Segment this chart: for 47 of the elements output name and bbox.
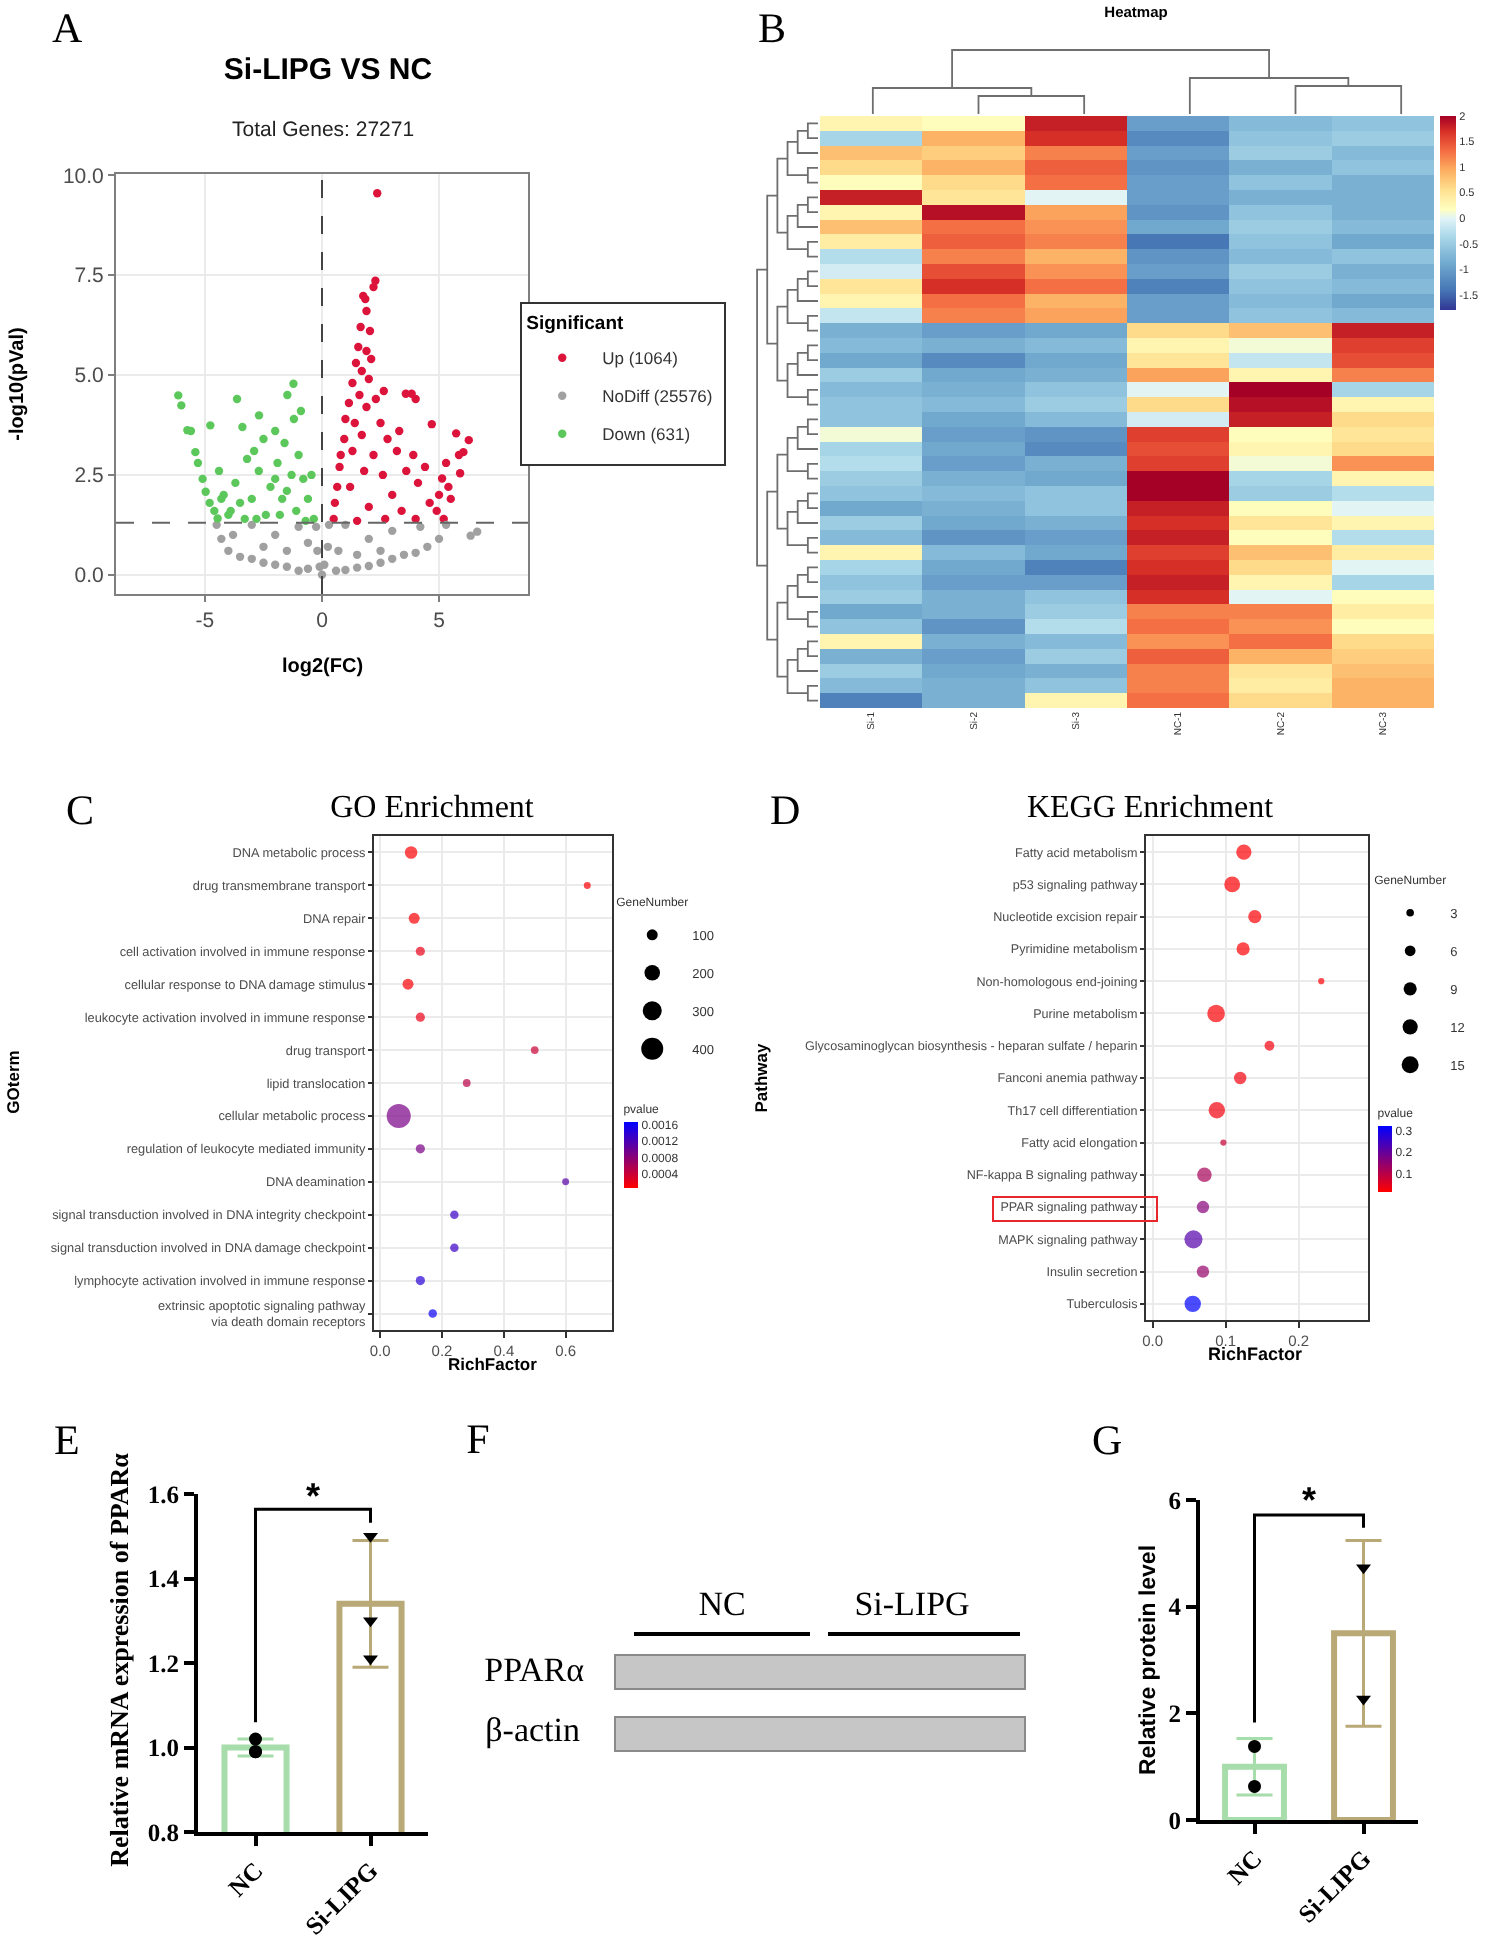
y-axis-title: Pathway xyxy=(750,1043,772,1113)
text: PPARα xyxy=(484,1651,584,1691)
legend-label: Up (1064) xyxy=(602,348,679,369)
x-tick-label: -5 xyxy=(195,609,215,634)
x-tick-label: NC xyxy=(1222,1844,1268,1891)
y-tick-label: 1.4 xyxy=(147,1565,181,1594)
y-axis-title: Relative mRNA expression of PPARα xyxy=(103,1453,135,1867)
annotation: * xyxy=(1302,1480,1317,1520)
y-tick-label: 2 xyxy=(1168,1700,1181,1729)
y-tick-label: 1.6 xyxy=(147,1480,179,1509)
x-axis-title: RichFactor xyxy=(448,1354,539,1374)
chart-title: Si-LIPG VS NC xyxy=(223,52,433,87)
y-tick-label: 6 xyxy=(1168,1486,1181,1515)
text: E xyxy=(54,1416,80,1464)
text: G xyxy=(1092,1416,1123,1464)
y-axis-title: GOterm xyxy=(2,1050,24,1114)
text: B xyxy=(758,4,787,52)
text: A xyxy=(52,4,84,52)
annotation: * xyxy=(306,1476,321,1516)
y-axis-title: -log10(pVal) xyxy=(7,327,29,441)
legend-label: Down (631) xyxy=(602,424,691,445)
x-tick-label: 5 xyxy=(433,609,446,634)
text: D xyxy=(770,786,801,834)
y-tick-label: 1.0 xyxy=(147,1734,179,1763)
y-tick-label: 1.2 xyxy=(147,1649,179,1678)
text: F xyxy=(466,1414,490,1464)
x-tick-label: NC xyxy=(223,1856,269,1903)
y-tick-label: 10.0 xyxy=(62,164,105,189)
legend-title: Significant xyxy=(526,312,626,335)
text: β-actin xyxy=(485,1711,580,1751)
y-tick-label: 0.8 xyxy=(147,1818,179,1847)
legend-label: NoDiff (25576) xyxy=(602,386,713,407)
y-tick-label: 5.0 xyxy=(74,364,105,389)
y-axis-title: Relative protein level xyxy=(1137,1544,1163,1776)
chart-subtitle: Total Genes: 27271 xyxy=(232,118,415,142)
y-tick-label: 4 xyxy=(1168,1593,1183,1622)
text: NC xyxy=(698,1585,746,1625)
y-tick-label: 2.5 xyxy=(74,464,105,489)
text: C xyxy=(66,786,95,834)
x-axis-title: log2(FC) xyxy=(282,656,364,678)
text: Si-LIPG xyxy=(854,1585,970,1625)
y-tick-label: 0.0 xyxy=(74,564,105,589)
x-axis-title: RichFactor xyxy=(1208,1344,1304,1364)
chart-title: GO Enrichment xyxy=(330,791,535,826)
chart-title: KEGG Enrichment xyxy=(1026,791,1275,826)
y-tick-label: 0 xyxy=(1168,1806,1181,1835)
y-tick-label: 7.5 xyxy=(74,264,105,289)
